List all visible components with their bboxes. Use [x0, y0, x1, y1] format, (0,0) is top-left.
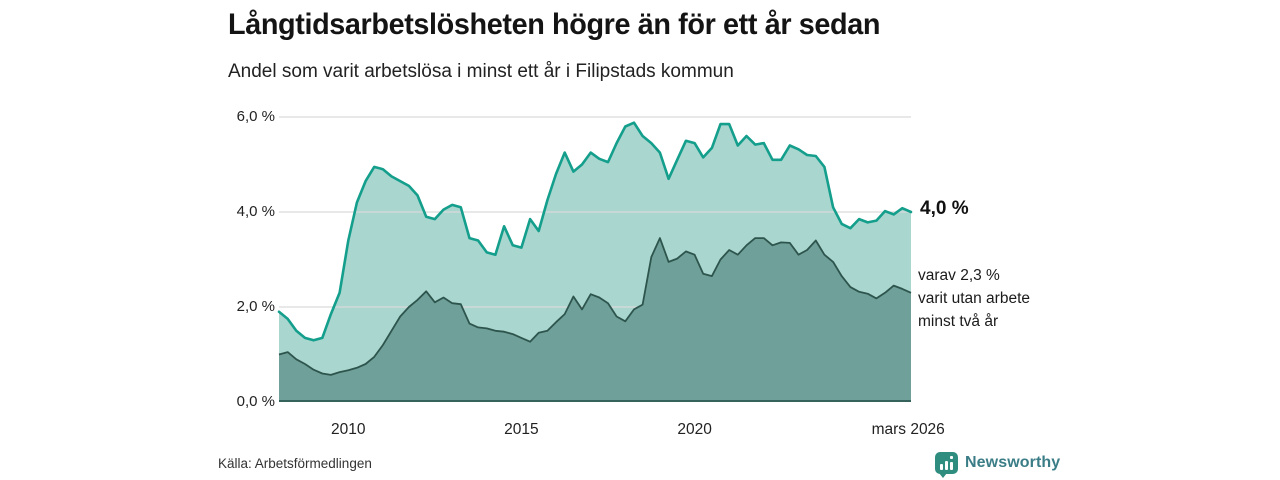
- page-title: Långtidsarbetslösheten högre än för ett …: [228, 8, 881, 41]
- x-axis-tick-label: 2020: [677, 421, 712, 438]
- logo-bar: [945, 461, 948, 470]
- annotation-line: varit utan arbete: [918, 290, 1031, 307]
- bar-chart-icon: [935, 452, 958, 478]
- y-axis-tick-label: 0,0 %: [236, 393, 275, 410]
- x-axis-tick-label: mars 2026: [871, 421, 945, 438]
- logo-bar: [950, 462, 953, 470]
- annotation-line: varav 2,3 %: [918, 267, 1000, 284]
- annotation-line: minst två år: [918, 313, 999, 330]
- area-chart-plot: [277, 116, 913, 402]
- y-axis-tick-label: 2,0 %: [236, 298, 275, 315]
- logo-bar: [940, 464, 943, 470]
- source-credit: Källa: Arbetsförmedlingen: [218, 456, 372, 471]
- x-axis-tick-label: 2015: [504, 421, 539, 438]
- newsworthy-logo: Newsworthy: [935, 452, 1061, 478]
- y-axis-tick-label: 6,0 %: [236, 108, 275, 125]
- x-axis-tick-label: 2010: [331, 421, 366, 438]
- area-chart-svg: [277, 116, 913, 402]
- series-end-value-label: 4,0 %: [920, 198, 969, 219]
- chart-subtitle: Andel som varit arbetslösa i minst ett å…: [228, 61, 734, 82]
- series2-annotation: varav 2,3 % varit utan arbete minst två …: [918, 264, 1030, 333]
- logo-tail: [939, 473, 947, 478]
- logo-dot: [950, 456, 953, 459]
- brand-name: Newsworthy: [965, 454, 1061, 471]
- y-axis-tick-label: 4,0 %: [236, 203, 275, 220]
